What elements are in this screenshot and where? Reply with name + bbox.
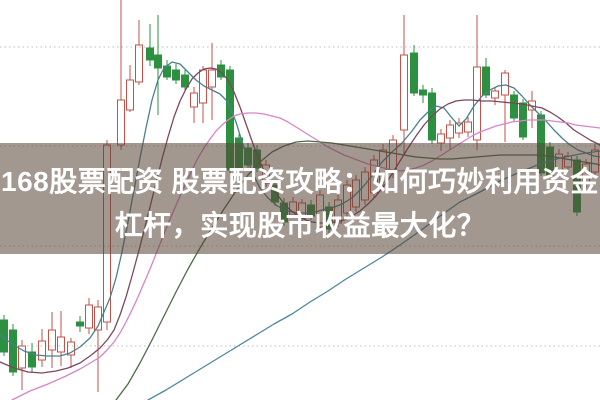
headline-line-2: 杠杆，实现股市收益最大化？ <box>114 210 486 241</box>
headline-line-1: 168股票配资 股票配资攻略：如何巧妙利用资金 <box>1 166 599 197</box>
headline-banner: 168股票配资 股票配资攻略：如何巧妙利用资金 杠杆，实现股市收益最大化？ <box>0 143 600 254</box>
